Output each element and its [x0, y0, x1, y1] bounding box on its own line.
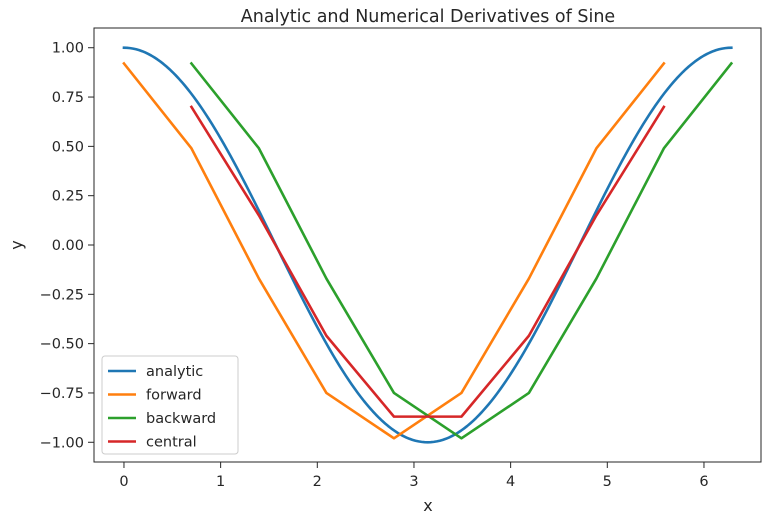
- x-tick-label: 3: [409, 474, 418, 490]
- legend-label-backward: backward: [146, 411, 216, 427]
- x-axis: 0 1 2 3 4 5 6: [119, 462, 709, 490]
- legend-label-analytic: analytic: [146, 364, 203, 380]
- legend-label-forward: forward: [146, 388, 202, 404]
- chart-title: Analytic and Numerical Derivatives of Si…: [241, 7, 615, 27]
- y-tick-label: −0.25: [40, 287, 84, 303]
- legend-label-central: central: [146, 435, 197, 451]
- x-tick-label: 0: [119, 474, 128, 490]
- series-layer: [122, 46, 734, 444]
- legend-box: [101, 355, 239, 455]
- x-axis-title: x: [423, 496, 432, 515]
- series-line-analytic: [122, 46, 733, 444]
- y-tick-label: 0.00: [52, 238, 84, 254]
- x-tick-label: 2: [313, 474, 322, 490]
- series-line-backward: [189, 61, 734, 440]
- y-tick-label: 0.25: [52, 189, 84, 205]
- series-line-central: [189, 105, 666, 418]
- y-tick-label: 0.50: [52, 139, 84, 155]
- y-tick-label: 0.75: [52, 90, 84, 106]
- y-tick-label: −0.50: [40, 337, 84, 353]
- y-tick-label: −0.75: [40, 386, 84, 402]
- y-axis-title: y: [7, 240, 26, 249]
- x-tick-label: 5: [603, 474, 612, 490]
- x-tick-label: 6: [699, 474, 708, 490]
- series-line-forward: [122, 61, 666, 440]
- y-tick-label: 1.00: [52, 41, 84, 57]
- y-axis: 1.00 0.75 0.50 0.25 0.00 −0.25 −0.50 −0.75 −1.00: [40, 41, 94, 451]
- y-tick-label: −1.00: [40, 435, 84, 451]
- legend: analytic forward backward central: [101, 355, 239, 455]
- x-tick-label: 4: [506, 474, 515, 490]
- x-tick-label: 1: [216, 474, 225, 490]
